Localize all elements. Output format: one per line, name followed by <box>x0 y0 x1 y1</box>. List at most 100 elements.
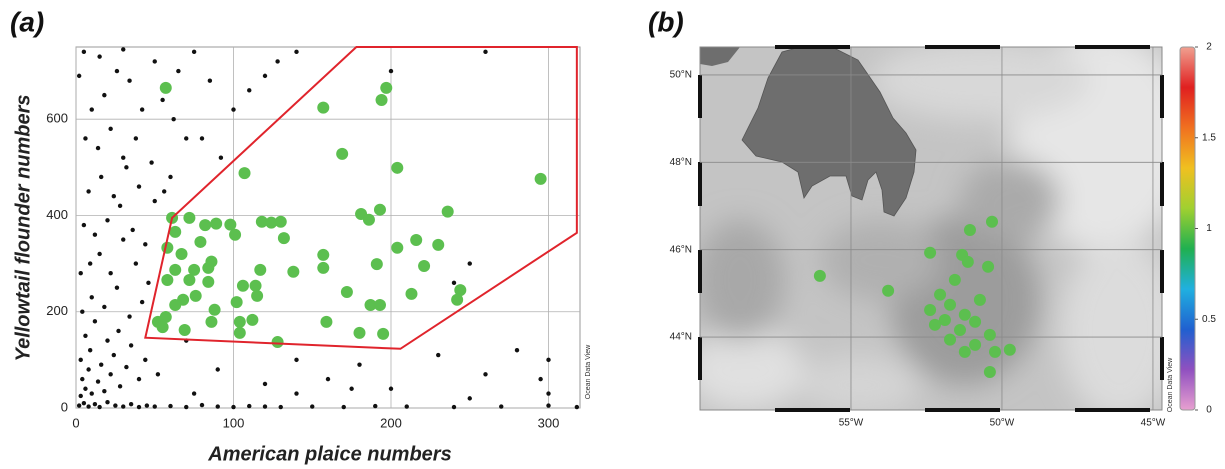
data-point <box>928 318 941 331</box>
data-point <box>99 362 104 367</box>
map-background <box>700 47 1162 410</box>
data-point <box>451 293 464 306</box>
data-point <box>81 400 87 406</box>
data-point <box>130 227 135 233</box>
data-point <box>127 78 132 83</box>
data-point <box>114 68 120 74</box>
data-point <box>310 404 315 409</box>
x-tick-label: 200 <box>380 415 402 430</box>
y-tick-label: 200 <box>46 303 68 318</box>
data-point <box>373 203 386 216</box>
data-point <box>168 403 173 409</box>
data-point <box>483 49 488 55</box>
data-point <box>229 228 242 241</box>
data-point <box>78 357 83 363</box>
data-point <box>121 237 126 242</box>
x-tick-label: 0 <box>72 415 79 430</box>
data-point <box>184 136 189 141</box>
data-point <box>262 73 268 79</box>
data-point <box>277 232 290 245</box>
data-point <box>317 101 330 114</box>
selection-polygon <box>144 46 578 350</box>
data-point <box>124 165 129 170</box>
data-point <box>353 326 366 339</box>
data-point <box>349 386 354 391</box>
data-point <box>944 333 957 346</box>
data-point <box>89 107 94 112</box>
data-point <box>236 279 249 292</box>
data-point <box>128 401 134 407</box>
data-point <box>108 126 113 132</box>
data-point <box>373 403 378 409</box>
data-point <box>467 396 472 401</box>
data-point <box>233 326 246 339</box>
data-point <box>207 78 213 83</box>
data-point <box>83 333 88 338</box>
data-point <box>938 314 951 327</box>
data-point <box>294 49 299 55</box>
y-tick-label: 400 <box>46 207 68 222</box>
data-point <box>215 404 220 409</box>
x-axis-label: American plaice numbers <box>207 443 451 465</box>
data-point <box>95 379 101 384</box>
data-point <box>114 285 120 290</box>
data-point <box>944 298 957 311</box>
data-point <box>184 404 189 410</box>
data-point <box>105 218 110 223</box>
data-point <box>320 315 333 328</box>
data-point <box>92 401 98 407</box>
data-point <box>391 161 404 174</box>
data-point <box>231 404 236 410</box>
data-point <box>80 309 85 314</box>
data-point <box>136 376 142 382</box>
data-point <box>924 246 937 259</box>
data-point <box>152 198 157 204</box>
data-point <box>210 217 223 230</box>
data-point <box>102 92 107 98</box>
data-point <box>169 263 182 276</box>
data-point <box>139 299 145 305</box>
y-axis-label: Yellowtail flounder numbers <box>12 94 34 361</box>
data-point <box>152 59 157 64</box>
data-point <box>108 271 113 276</box>
data-point <box>102 388 107 394</box>
data-point <box>83 386 88 391</box>
data-point <box>451 280 457 286</box>
data-point <box>133 261 139 266</box>
data-point <box>89 295 94 300</box>
data-point <box>143 242 148 247</box>
data-point <box>156 321 169 334</box>
data-point <box>255 215 268 228</box>
x-tick-label: 50°W <box>990 418 1015 429</box>
data-point <box>116 328 121 334</box>
data-point <box>969 338 982 351</box>
data-point <box>388 68 394 74</box>
data-point <box>341 404 346 410</box>
data-point <box>215 367 220 372</box>
data-point <box>388 386 394 391</box>
data-point <box>985 215 998 228</box>
data-point <box>317 248 330 261</box>
data-point <box>139 107 145 112</box>
data-point <box>161 273 174 286</box>
data-point <box>340 285 353 298</box>
colorbar-label: 1.5 <box>1202 132 1216 143</box>
data-point <box>92 319 98 324</box>
data-point <box>86 404 91 409</box>
y-tick-label: 44°N <box>670 332 692 343</box>
data-point <box>483 372 488 377</box>
data-point <box>934 288 947 301</box>
data-point <box>218 155 224 160</box>
data-point <box>882 284 895 297</box>
data-point <box>89 391 94 396</box>
data-point <box>274 215 287 228</box>
data-point <box>275 59 280 64</box>
data-point <box>162 189 167 194</box>
data-point <box>336 147 349 160</box>
data-point <box>105 338 110 343</box>
data-point <box>514 348 520 353</box>
data-point <box>230 296 243 309</box>
data-point <box>391 241 404 254</box>
data-point <box>188 263 201 276</box>
